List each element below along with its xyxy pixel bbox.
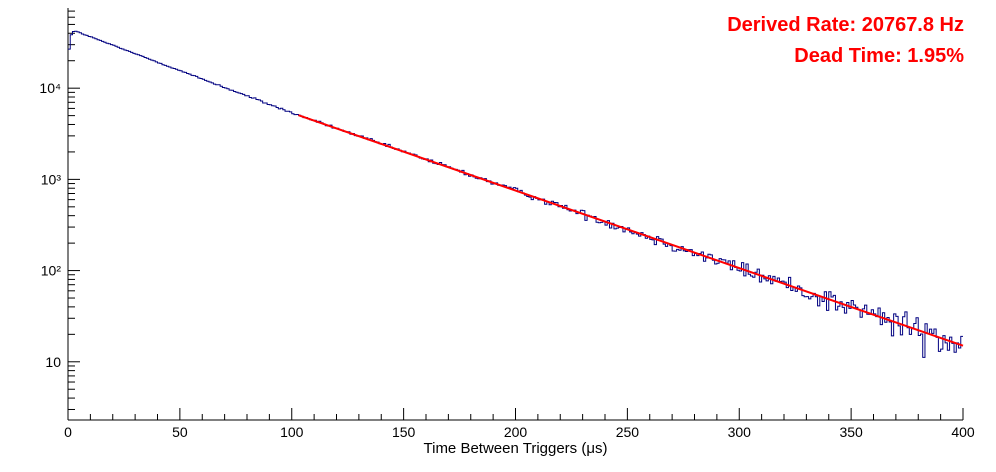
fit-line bbox=[298, 114, 964, 347]
y-tick-label: 10³ bbox=[41, 171, 62, 187]
y-tick-label: 10⁴ bbox=[39, 80, 61, 96]
x-tick-label: 350 bbox=[839, 424, 863, 440]
x-tick-label: 250 bbox=[616, 424, 640, 440]
histogram-line bbox=[68, 30, 963, 358]
x-tick-label: 400 bbox=[951, 424, 975, 440]
y-tick-label: 10 bbox=[45, 354, 61, 370]
x-tick-label: 300 bbox=[728, 424, 752, 440]
dead-time-text: Dead Time: 1.95% bbox=[794, 45, 964, 67]
x-tick-label: 0 bbox=[64, 424, 72, 440]
derived-rate-text: Derived Rate: 20767.8 Hz bbox=[727, 14, 964, 36]
stats-annotation: Derived Rate: 20767.8 Hz Dead Time: 1.95… bbox=[727, 10, 964, 72]
x-axis-title: Time Between Triggers (μs) bbox=[423, 440, 608, 457]
x-tick-label: 100 bbox=[280, 424, 304, 440]
x-tick-label: 50 bbox=[172, 424, 188, 440]
x-tick-label: 150 bbox=[392, 424, 416, 440]
x-tick-label: 200 bbox=[504, 424, 528, 440]
y-tick-label: 10² bbox=[41, 263, 62, 279]
